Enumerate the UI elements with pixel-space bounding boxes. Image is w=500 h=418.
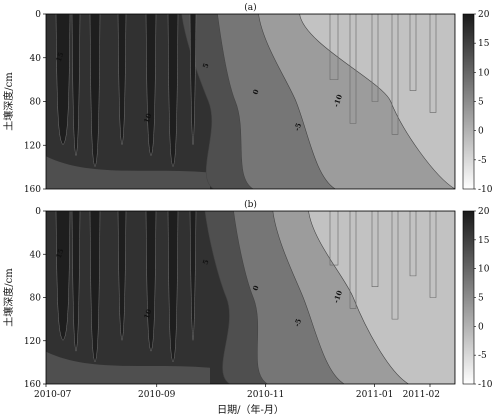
contour-label: -10	[331, 93, 344, 108]
x-tick-label: 2011-02	[403, 390, 440, 400]
contour-label: 10	[142, 112, 154, 124]
warm-intrusion	[71, 14, 81, 157]
x-tick-label: 2010-07	[34, 390, 72, 400]
cold-intrusion-contour	[349, 14, 357, 124]
colorbar-tick-label: 5	[478, 294, 484, 304]
contour-label: -5	[292, 317, 303, 328]
panel-label: (b)	[244, 199, 257, 210]
y-tick-label: 80	[30, 98, 42, 108]
x-tick-label: 2010-09	[138, 390, 176, 400]
contour-field: 15 10 5 0 -5 -10	[46, 211, 455, 384]
contour-label: -5	[292, 122, 303, 133]
warm-intrusion	[55, 211, 71, 341]
warm-intrusion	[167, 211, 179, 363]
x-axis-label: 日期/（年-月）	[217, 403, 284, 416]
y-tick-label: 0	[35, 207, 41, 217]
cold-intrusion-contour	[349, 211, 357, 309]
y-axis-label: 土壤深度/cm	[2, 72, 15, 131]
cold-intrusion-contour	[329, 211, 339, 266]
warm-intrusion	[189, 211, 197, 341]
colorbar-tick-label: 5	[478, 98, 484, 108]
cold-intrusion-contour	[409, 14, 417, 91]
deep-soil-band	[46, 156, 210, 189]
y-axis-label: 土壤深度/cm	[2, 268, 15, 327]
isotherm-band-0	[308, 211, 455, 384]
warm-intrusion	[71, 211, 81, 352]
warm-intrusion	[117, 211, 127, 342]
colorbar-tick-label: 20	[478, 207, 490, 217]
cold-intrusion-contour	[371, 211, 379, 287]
x-tick-label: 2010-11	[247, 390, 284, 400]
panel-b: 15 10 5 0 -5 -10 (b) 0 40 80 120 160 土壤深度/cm 20 15 10 5 0…	[2, 199, 493, 390]
contour-label: 0	[251, 284, 261, 292]
contour-field: 15 10 5 0 -5 -10	[46, 14, 455, 189]
y-tick-label: 120	[24, 141, 41, 151]
colorbar-tick-label: 15	[478, 236, 490, 246]
cold-intrusion-contour	[429, 14, 437, 113]
colorbar-tick-label: 0	[478, 127, 484, 137]
cold-intrusion-contour	[429, 211, 437, 298]
cold-intrusion-contour	[371, 14, 379, 102]
warm-intrusion	[55, 14, 71, 146]
colorbar	[462, 13, 475, 190]
y-tick-label: 160	[24, 185, 41, 195]
contour-label: -10	[331, 289, 344, 304]
warm-intrusion	[189, 14, 197, 145]
y-tick-label: 40	[30, 250, 42, 260]
colorbar-tick-label: -5	[478, 351, 487, 361]
contour-label: 5	[201, 62, 211, 70]
x-tick-label: 2011-01	[356, 390, 393, 400]
warm-intrusion	[167, 14, 179, 168]
cold-intrusion-contour	[329, 14, 339, 80]
warm-intrusion	[89, 14, 101, 168]
colorbar-tick-label: -5	[478, 156, 487, 166]
cold-intrusion-contour	[409, 211, 417, 277]
colorbar-tick-label: 15	[478, 39, 490, 49]
panel-label: (a)	[244, 2, 256, 13]
colorbar-tick-label: -10	[478, 185, 493, 195]
panel-a: 15 10 5 0 -5 -10 (a) 0 40 80 120 160 土壤深度/cm 20 15 10 5 0…	[2, 2, 493, 195]
cold-intrusion-contour	[391, 211, 399, 320]
cold-intrusion-contour	[391, 14, 399, 135]
contour-label: 15	[54, 51, 66, 63]
warm-intrusion	[145, 211, 157, 352]
warm-intrusion	[117, 14, 127, 146]
y-tick-label: 40	[30, 54, 42, 64]
warm-intrusion	[145, 14, 157, 157]
y-tick-label: 0	[35, 10, 41, 20]
contour-label: 15	[54, 247, 66, 259]
contour-label: 5	[201, 258, 211, 266]
colorbar-tick-label: 10	[478, 68, 490, 78]
colorbar	[462, 210, 475, 385]
colorbar-tick-label: 10	[478, 265, 490, 275]
y-tick-label: 120	[24, 337, 41, 347]
deep-soil-band	[46, 351, 210, 384]
contour-label: 0	[251, 88, 261, 96]
contour-label: 10	[142, 308, 154, 320]
y-tick-label: 80	[30, 294, 42, 304]
warm-intrusion	[89, 211, 101, 363]
colorbar-tick-label: 20	[478, 10, 490, 20]
colorbar-tick-label: 0	[478, 322, 484, 332]
colorbar-tick-label: -10	[478, 380, 493, 390]
y-tick-label: 160	[24, 380, 41, 390]
